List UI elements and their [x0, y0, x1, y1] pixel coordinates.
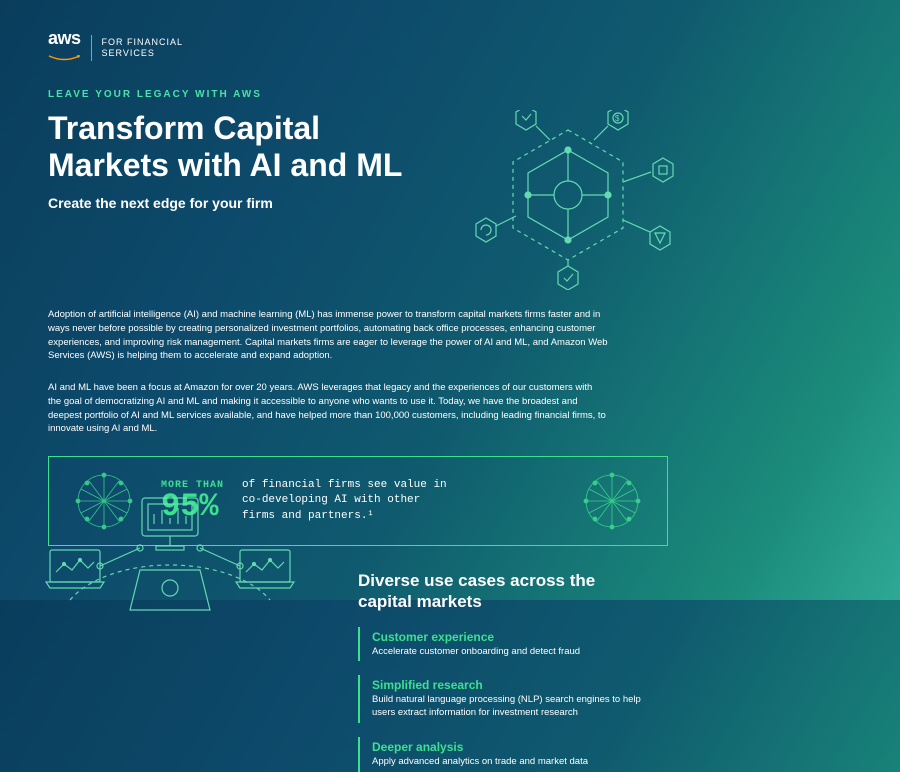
aws-logo-text: aws	[48, 28, 81, 49]
usecase-desc: Accelerate customer onboarding and detec…	[372, 646, 658, 659]
devices-graphic	[30, 480, 310, 620]
usecase-title: Deeper analysis	[372, 740, 658, 754]
usecases-list: Customer experience Accelerate customer …	[358, 627, 852, 772]
logo-subtitle: FOR FINANCIAL SERVICES	[102, 37, 184, 59]
logo-subline-1: FOR FINANCIAL	[102, 37, 184, 48]
usecases-heading: Diverse use cases across the capital mar…	[358, 570, 618, 613]
logo-divider	[91, 35, 92, 61]
hero-title: Transform Capital Markets with AI and ML	[48, 110, 408, 184]
intro-paragraph-1: Adoption of artificial intelligence (AI)…	[48, 308, 608, 363]
aws-logo: aws	[48, 28, 81, 67]
hero-hex-graphic: $	[438, 110, 698, 290]
eyebrow: LEAVE YOUR LEGACY WITH AWS	[48, 89, 852, 100]
logo-subline-2: SERVICES	[102, 48, 184, 59]
usecase-title: Simplified research	[372, 678, 658, 692]
usecase-item: Simplified research Build natural langua…	[358, 675, 658, 723]
network-icon-right	[577, 471, 647, 531]
brand-lockup: aws FOR FINANCIAL SERVICES	[48, 28, 852, 67]
usecase-desc: Build natural language processing (NLP) …	[372, 694, 658, 720]
usecase-item: Deeper analysis Apply advanced analytics…	[358, 737, 658, 772]
intro-paragraph-2: AI and ML have been a focus at Amazon fo…	[48, 381, 608, 436]
usecase-desc: Apply advanced analytics on trade and ma…	[372, 756, 658, 769]
usecase-item: Customer experience Accelerate customer …	[358, 627, 658, 662]
usecase-title: Customer experience	[372, 630, 658, 644]
svg-text:$: $	[615, 114, 620, 123]
hero-subtitle: Create the next edge for your firm	[48, 194, 278, 212]
aws-smile-icon	[48, 55, 80, 62]
